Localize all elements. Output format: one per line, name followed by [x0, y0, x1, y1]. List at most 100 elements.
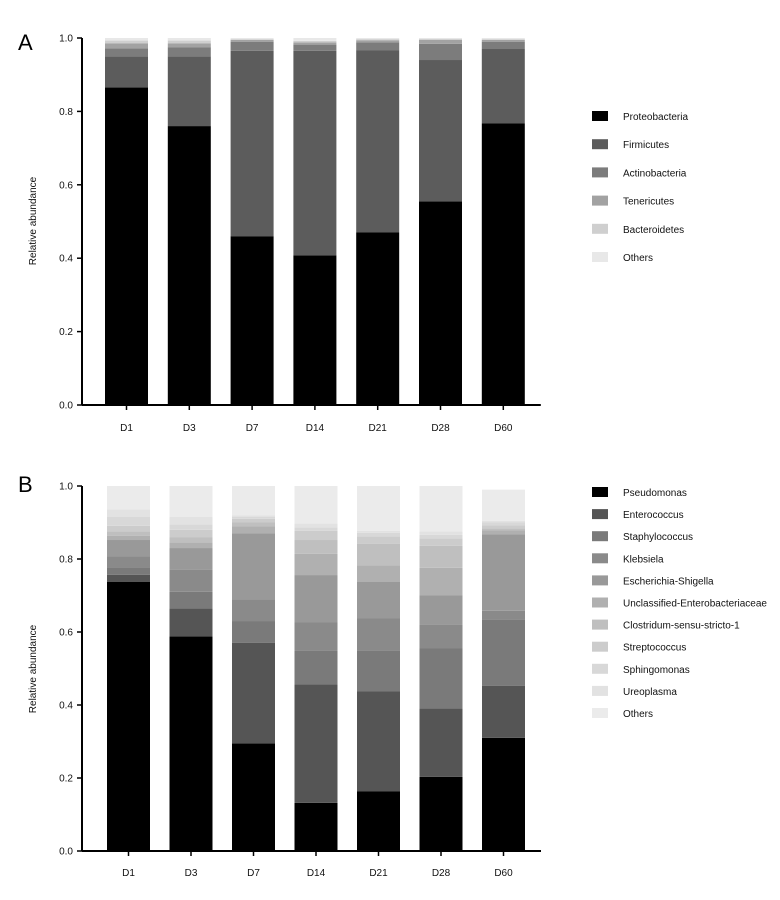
bar-segment	[169, 636, 213, 851]
x-tick-label: D60	[494, 423, 513, 434]
bar-segment	[107, 567, 150, 575]
bar-segment	[294, 530, 338, 541]
bar-segment	[107, 581, 150, 851]
bar-segment	[293, 40, 337, 43]
bar-segment	[419, 486, 463, 532]
bar-segment	[356, 38, 400, 40]
bar-segment	[167, 47, 211, 57]
bar-segment	[107, 509, 150, 517]
bar-segment	[482, 685, 525, 738]
legend-swatch	[592, 597, 608, 608]
bar-segment	[169, 486, 213, 518]
bar-segment	[419, 624, 463, 649]
bar-segment	[419, 648, 463, 709]
y-tick-label: 0.2	[59, 327, 73, 338]
panel-a	[77, 37, 608, 410]
bar-segment	[232, 517, 275, 519]
legend-swatch	[592, 663, 608, 674]
bar-segment	[482, 534, 525, 611]
x-tick-label: D1	[122, 868, 135, 879]
bar-segment	[294, 540, 338, 554]
bar-segment	[294, 802, 338, 851]
legend-label: Firmicutes	[623, 140, 669, 151]
bar-segment	[107, 525, 150, 532]
bar-segment	[419, 708, 463, 777]
bar-segment	[230, 39, 274, 40]
y-tick-label: 0.8	[59, 107, 73, 118]
x-tick-label: D3	[185, 868, 198, 879]
bar-segment	[419, 38, 462, 40]
x-tick-label: D7	[247, 868, 260, 879]
bar-segment	[419, 538, 463, 546]
bar-segment	[232, 526, 275, 534]
bar-segment	[232, 642, 275, 744]
legend-swatch	[592, 641, 608, 652]
bar-segment	[482, 610, 525, 620]
legend-swatch	[592, 531, 608, 542]
bar-segment	[419, 776, 463, 851]
bar-segment	[230, 50, 274, 237]
bar-segment	[169, 542, 213, 549]
bar-segment	[357, 486, 400, 531]
panel-letter-a: A	[18, 30, 33, 55]
bar-segment	[105, 43, 148, 49]
x-tick-label: D28	[431, 423, 450, 434]
legend-label: Actinobacteria	[623, 168, 687, 179]
bar-segment	[294, 553, 338, 576]
bar-segment	[482, 619, 525, 686]
bar-segment	[107, 516, 150, 526]
bar-segment	[482, 489, 525, 521]
legend-label: Proteobacteria	[623, 112, 688, 123]
legend-label: Ureoplasma	[623, 687, 677, 698]
legend-label: Pseudomonas	[623, 488, 687, 499]
bar-segment	[293, 42, 337, 45]
x-tick-label: D28	[432, 868, 451, 879]
legend-swatch	[592, 139, 608, 150]
bar-segment	[230, 41, 274, 51]
bar-segment	[107, 531, 150, 536]
bar-segment	[107, 540, 150, 557]
bar-segment	[169, 537, 213, 543]
legend-label: Escherichia-Shigella	[623, 576, 714, 587]
y-tick-label: 1.0	[59, 34, 73, 45]
bar-segment	[482, 530, 525, 535]
x-tick-label: D3	[183, 423, 196, 434]
bar-segment	[169, 517, 213, 525]
legend-swatch	[592, 708, 608, 718]
x-tick-label: D21	[369, 868, 388, 879]
bar-segment	[232, 621, 275, 643]
bar-segment	[105, 48, 148, 57]
bar-segment	[167, 56, 211, 127]
bar-segment	[294, 527, 338, 531]
bar-segment	[169, 591, 213, 609]
x-tick-label: D60	[494, 868, 513, 879]
bar-segment	[293, 44, 337, 51]
bar-segment	[293, 38, 337, 41]
x-tick-label: D1	[120, 423, 133, 434]
bar-segment	[357, 650, 400, 692]
bar-segment	[167, 38, 211, 41]
bar-segment	[481, 38, 525, 40]
bar-segment	[356, 42, 400, 51]
bar-segment	[232, 486, 275, 516]
legend-label: Enterococcus	[623, 510, 684, 521]
bar-segment	[169, 524, 213, 530]
legend-label: Sphingomonas	[623, 665, 690, 676]
legend-swatch	[592, 252, 608, 262]
bar-segment	[419, 201, 462, 405]
bar-segment	[482, 522, 525, 526]
bar-segment	[419, 43, 462, 61]
bar-segment	[105, 38, 148, 41]
bar-segment	[230, 39, 274, 42]
y-tick-label: 0.4	[59, 701, 73, 712]
legend-label: Bacteroidetes	[623, 225, 684, 236]
bar-segment	[232, 515, 275, 518]
bar-segment	[294, 486, 338, 524]
bar-segment	[294, 523, 338, 528]
legend-label: Unclassified-Enterobacteriaceae	[623, 599, 767, 610]
bar-segment	[357, 691, 400, 792]
bar-segment	[357, 530, 400, 533]
x-tick-label: D14	[307, 868, 326, 879]
panel-letter-b: B	[18, 472, 33, 497]
bar-segment	[293, 255, 337, 405]
